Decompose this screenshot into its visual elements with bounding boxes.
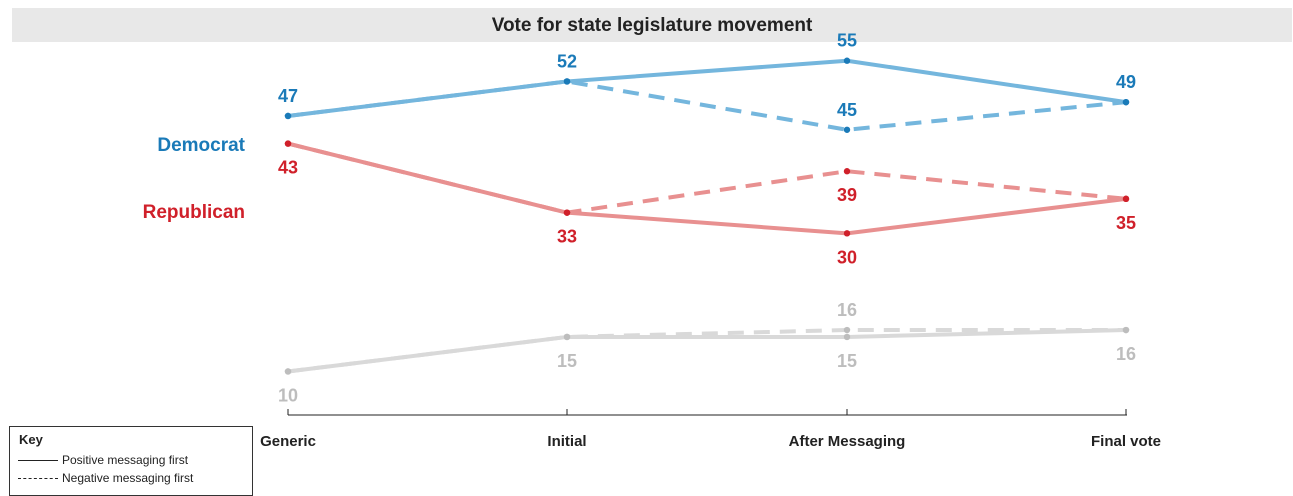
data-point-other: [843, 333, 851, 341]
legend-item-label: Positive messaging first: [62, 453, 189, 467]
data-point-republican: [284, 140, 292, 147]
data-point-republican: [843, 230, 851, 237]
legend-item-solid: Positive messaging first: [18, 453, 188, 467]
legend-title: Key: [19, 432, 43, 447]
data-label-other: 16: [1116, 344, 1136, 364]
data-point-republican: [843, 168, 851, 175]
data-point-other: [284, 368, 292, 375]
x-tick-label: Generic: [260, 433, 316, 450]
series-line-democrat-solid: [287, 58, 1127, 118]
x-tick-label: Final vote: [1091, 433, 1161, 450]
data-point-democrat: [843, 126, 851, 133]
data-point-other: [843, 326, 851, 334]
series-line-republican-solid: [287, 141, 1127, 236]
x-tick-label: After Messaging: [789, 433, 906, 450]
data-point-democrat: [843, 57, 851, 64]
chart-title: Vote for state legislature movement: [491, 15, 813, 36]
data-label-republican: 39: [837, 185, 857, 205]
series-line-democrat-dashed: [287, 79, 1127, 132]
series-line-other-solid: [287, 328, 1127, 374]
data-point-republican: [563, 209, 571, 216]
series-label-democrat: Democrat: [157, 135, 245, 156]
data-point-other: [1122, 326, 1130, 334]
data-label-other: 15: [837, 351, 857, 371]
data-label-republican: 35: [1116, 213, 1136, 233]
legend-item-dashed: Negative messaging first: [18, 471, 193, 485]
data-label-democrat: 47: [278, 86, 298, 106]
chart-title-bar: Vote for state legislature movement: [12, 8, 1292, 42]
solid-line-icon: [18, 459, 58, 461]
legend-key: Key Positive messaging first Negative me…: [9, 426, 253, 496]
data-label-democrat: 55: [837, 31, 857, 51]
data-label-republican: 30: [837, 247, 857, 267]
data-label-republican: 33: [557, 227, 577, 247]
data-label-other: 16: [837, 300, 857, 320]
data-label-democrat: 52: [557, 51, 577, 71]
data-point-republican: [1122, 195, 1130, 203]
series-line-republican-dashed: [287, 141, 1127, 215]
data-point-democrat: [1122, 98, 1130, 106]
data-label-other: 15: [557, 351, 577, 371]
data-label-republican: 43: [278, 158, 298, 178]
data-label-democrat: 49: [1116, 72, 1136, 92]
legend-item-label: Negative messaging first: [62, 471, 194, 485]
data-label-democrat: 45: [837, 100, 857, 120]
data-point-other: [563, 333, 571, 341]
data-point-democrat: [563, 78, 571, 85]
x-tick-label: Initial: [547, 433, 586, 450]
data-point-democrat: [284, 112, 292, 120]
series-label-republican: Republican: [142, 202, 245, 223]
dashed-line-icon: [18, 477, 58, 479]
data-label-other: 10: [278, 385, 298, 405]
